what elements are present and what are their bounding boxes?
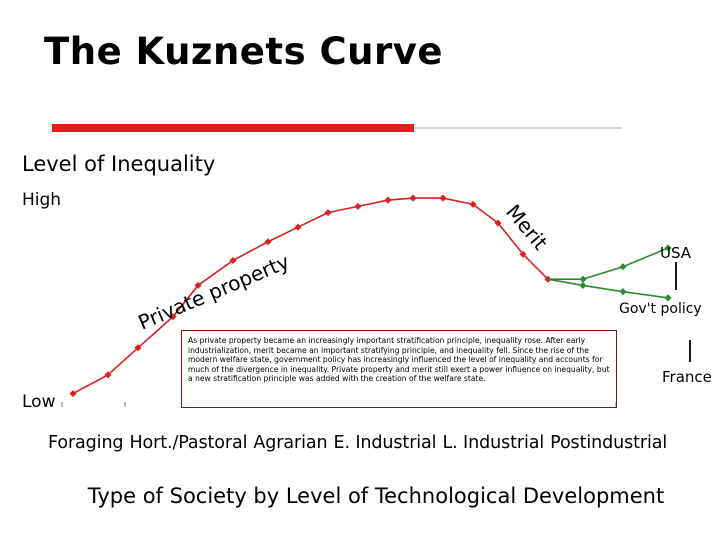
- annotation-france: France: [662, 368, 712, 386]
- x-axis-title: Type of Society by Level of Technologica…: [87, 484, 665, 508]
- data-point: [619, 288, 627, 296]
- data-point: [229, 256, 237, 265]
- accent-bar: [52, 124, 414, 132]
- x-tick-label: Foraging: [48, 433, 124, 453]
- data-point: [169, 313, 177, 321]
- y-low-label: Low: [22, 392, 56, 412]
- data-point: [469, 200, 477, 208]
- slide-title: The Kuznets Curve: [44, 30, 443, 73]
- x-tick-label: Agrarian: [253, 433, 328, 453]
- data-point: [664, 294, 672, 302]
- annotation-usa: USA: [660, 244, 692, 262]
- data-point: [494, 219, 502, 227]
- data-point: [664, 244, 672, 252]
- data-point: [579, 281, 587, 289]
- series-line-2: [547, 278, 669, 299]
- data-point: [194, 281, 202, 289]
- explanatory-note: As private property became an increasing…: [181, 330, 617, 408]
- data-point: [619, 263, 627, 271]
- data-point: [439, 194, 447, 202]
- x-tick-label: L. Industrial: [442, 433, 545, 453]
- annotation-govt-policy: Gov't policy: [619, 301, 702, 317]
- x-tick-label: Hort./Pastoral: [129, 433, 248, 453]
- annotation-private-property: Private property: [135, 249, 293, 334]
- data-point: [409, 194, 417, 202]
- y-axis-label: Level of Inequality: [22, 152, 216, 176]
- data-point: [134, 344, 142, 352]
- x-tick-label: E. Industrial: [333, 433, 437, 453]
- data-point: [104, 371, 112, 379]
- data-point: [384, 196, 392, 204]
- data-point: [354, 202, 362, 210]
- data-point: [264, 238, 272, 246]
- data-point: [324, 209, 332, 217]
- x-tick-label: Postindustrial: [550, 433, 668, 453]
- data-point: [579, 275, 587, 283]
- data-point: [294, 223, 302, 231]
- annotation-merit: Merit: [501, 200, 552, 255]
- y-high-label: High: [22, 190, 62, 210]
- series-line-1: [548, 247, 669, 281]
- x-axis-categories: Foraging Hort./Pastoral Agrarian E. Industr…: [48, 433, 720, 453]
- data-point: [69, 390, 77, 398]
